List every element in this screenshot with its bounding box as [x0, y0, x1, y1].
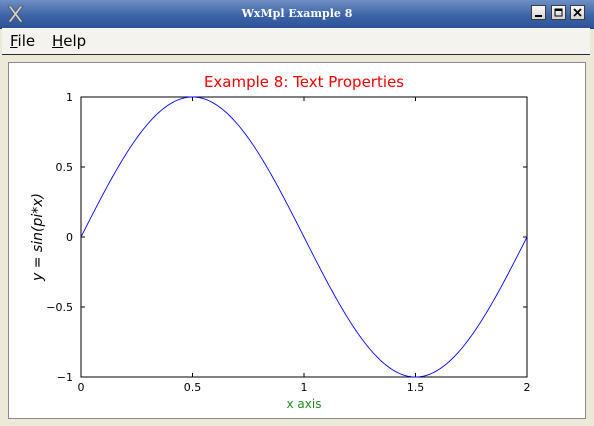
minimize-button[interactable]	[531, 5, 546, 20]
menu-file-label: ile	[18, 32, 36, 50]
menu-help-mnemonic: H	[52, 32, 63, 50]
x-tick-label: 1.5	[407, 381, 425, 394]
title-bar[interactable]: WxMpl Example 8	[0, 0, 594, 29]
window-title: WxMpl Example 8	[0, 7, 594, 20]
y-tick-label: −0.5	[46, 301, 73, 314]
menu-help[interactable]: Help	[52, 32, 86, 50]
plot-canvas[interactable]: 0 0.5 1 1.5 2 −1 −0.5 0 0.5 1 Example 8: Text Prop…	[8, 62, 586, 419]
close-button[interactable]	[570, 5, 585, 20]
minimize-icon	[532, 6, 545, 19]
y-axis-label: y = sin(pi*x)	[30, 193, 46, 282]
maximize-button[interactable]	[551, 5, 566, 20]
menu-bar: File Help	[2, 28, 590, 56]
menu-file[interactable]: File	[10, 32, 35, 50]
menu-file-mnemonic: F	[10, 32, 18, 50]
y-tick-label: 0	[66, 231, 73, 244]
y-tick-label: −1	[57, 371, 73, 384]
x-tick-label: 1	[301, 381, 308, 394]
x-axis-label: x axis	[287, 397, 322, 411]
plot-svg: 0 0.5 1 1.5 2 −1 −0.5 0 0.5 1 Example 8: Text Prop…	[9, 63, 585, 418]
maximize-icon	[552, 6, 565, 19]
y-tick-label: 1	[66, 91, 73, 104]
chart-title: Example 8: Text Properties	[204, 73, 404, 91]
x-tick-label: 2	[524, 381, 531, 394]
menu-help-label: elp	[63, 32, 86, 50]
close-icon	[571, 6, 584, 19]
y-tick-label: 0.5	[56, 161, 74, 174]
x-tick-label: 0.5	[184, 381, 202, 394]
x-tick-label: 0	[78, 381, 85, 394]
